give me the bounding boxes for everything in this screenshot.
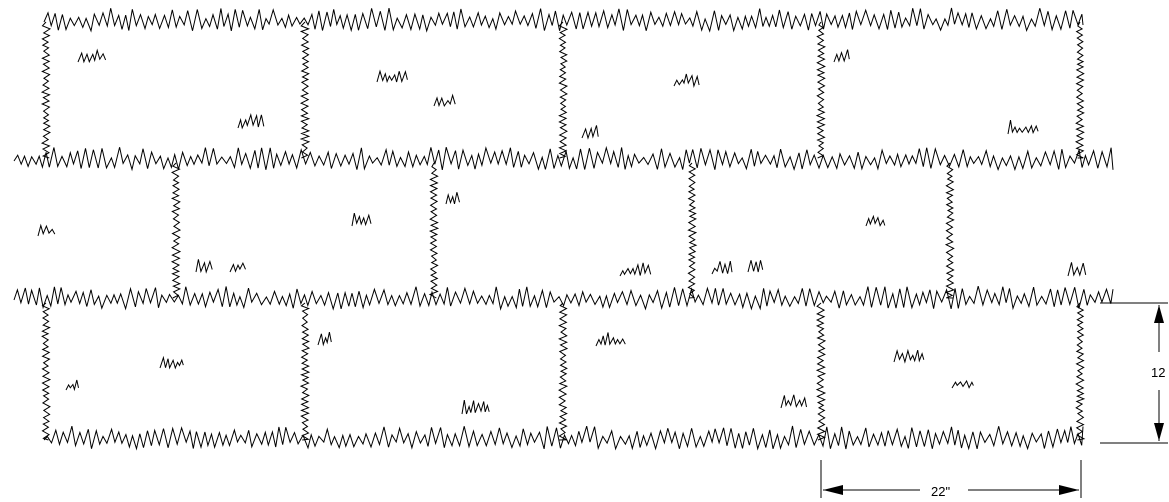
stone-texture-mark <box>433 93 456 108</box>
dimension-annotations: 12 22" <box>820 302 1168 499</box>
stone-texture-mark <box>351 212 372 227</box>
joint-vertical-row3-3 <box>558 302 569 441</box>
joint-vertical-row1-3 <box>558 21 569 159</box>
joint-vertical-row2-1 <box>170 162 182 299</box>
stone-texture-mark <box>195 259 213 274</box>
joint-horizontal-upper <box>13 145 1114 172</box>
joint-horizontal-bottom <box>43 425 1084 451</box>
height-arrow-up <box>1154 305 1164 323</box>
joint-vertical-row1-2 <box>299 21 311 159</box>
stone-texture-mark <box>951 379 974 389</box>
stone-texture-mark <box>461 400 490 415</box>
stone-texture-mark <box>1007 120 1039 135</box>
joint-vertical-row2-3 <box>687 162 698 299</box>
width-dimension-label: 22" <box>931 484 950 499</box>
height-arrow-down <box>1154 423 1164 441</box>
stone-texture-mark <box>376 69 408 84</box>
stone-texture-mark <box>1067 262 1087 277</box>
stone-texture-marks <box>37 48 1087 415</box>
stone-texture-mark <box>595 332 626 347</box>
joint-vertical-row3-2 <box>299 302 311 441</box>
joint-vertical-row3-4 <box>815 302 827 441</box>
joint-vertical-row2-4 <box>944 162 955 299</box>
stone-texture-mark <box>317 331 332 347</box>
joint-vertical-row1-1 <box>40 21 52 159</box>
stone-texture-mark <box>237 113 265 130</box>
stone-texture-mark <box>833 49 850 63</box>
stone-texture-mark <box>893 348 925 364</box>
stone-texture-mark <box>780 394 807 409</box>
stone-texture-mark <box>711 260 733 275</box>
height-dimension-label: 12 <box>1151 365 1165 380</box>
joint-vertical-row1-5 <box>1074 21 1085 159</box>
width-arrow-right <box>1059 485 1079 495</box>
stone-texture-mark <box>747 260 764 273</box>
joint-horizontal-top <box>43 7 1084 33</box>
stone-texture-mark <box>65 379 79 392</box>
stone-texture-mark <box>37 223 56 237</box>
joint-vertical-row2-2 <box>428 162 440 299</box>
joint-vertical-row1-4 <box>815 21 826 159</box>
joint-horizontal-lower <box>13 285 1114 311</box>
joint-vertical-row3-1 <box>41 302 52 441</box>
stone-texture-mark <box>229 262 246 273</box>
stone-texture-mark <box>619 262 652 277</box>
joint-vertical-row3-5 <box>1075 302 1086 441</box>
width-arrow-left <box>823 485 843 495</box>
stone-texture-mark <box>673 73 700 88</box>
stone-texture-mark <box>77 48 107 64</box>
mortar-joints <box>13 7 1114 451</box>
stone-texture-mark <box>581 125 599 140</box>
stone-texture-mark <box>159 355 184 370</box>
stone-texture-mark <box>445 192 460 205</box>
stone-texture-mark <box>865 214 886 227</box>
